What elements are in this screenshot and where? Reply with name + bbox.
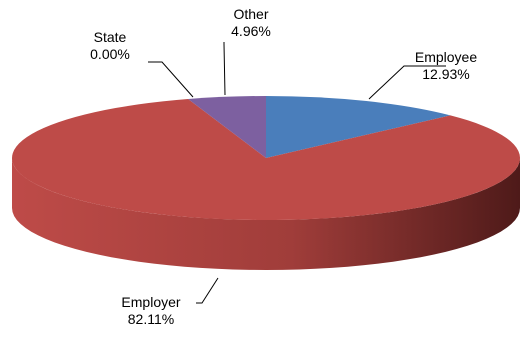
data-label-other-value: 4.96% <box>231 23 271 39</box>
leader-line-employer <box>196 277 219 304</box>
data-label-other: Other 4.96% <box>231 6 271 39</box>
leader-line-employee <box>368 65 446 100</box>
data-label-other-name: Other <box>233 6 268 22</box>
pie-slice-employer <box>12 98 521 221</box>
data-label-employee-value: 12.93% <box>422 66 469 82</box>
leader-line-state <box>148 61 194 98</box>
data-label-employer: Employer 82.11% <box>121 294 180 327</box>
leader-line-other <box>223 42 226 96</box>
pie-side-employer <box>12 158 520 270</box>
data-label-employer-value: 82.11% <box>128 311 174 327</box>
data-label-employee: Employee 12.93% <box>415 49 477 82</box>
pie-slice-employee <box>266 96 451 158</box>
pie-sides <box>12 158 520 270</box>
data-label-employee-name: Employee <box>415 49 477 65</box>
data-label-state: State 0.00% <box>90 29 130 62</box>
pie-slice-other <box>188 96 266 158</box>
data-label-state-value: 0.00% <box>90 46 130 62</box>
data-label-employer-name: Employer <box>121 294 180 310</box>
pie-labels: Employee 12.93% Employer 82.11% State 0.00% Ot… <box>90 6 477 327</box>
data-label-state-name: State <box>94 29 127 45</box>
pie-tops <box>12 96 521 221</box>
